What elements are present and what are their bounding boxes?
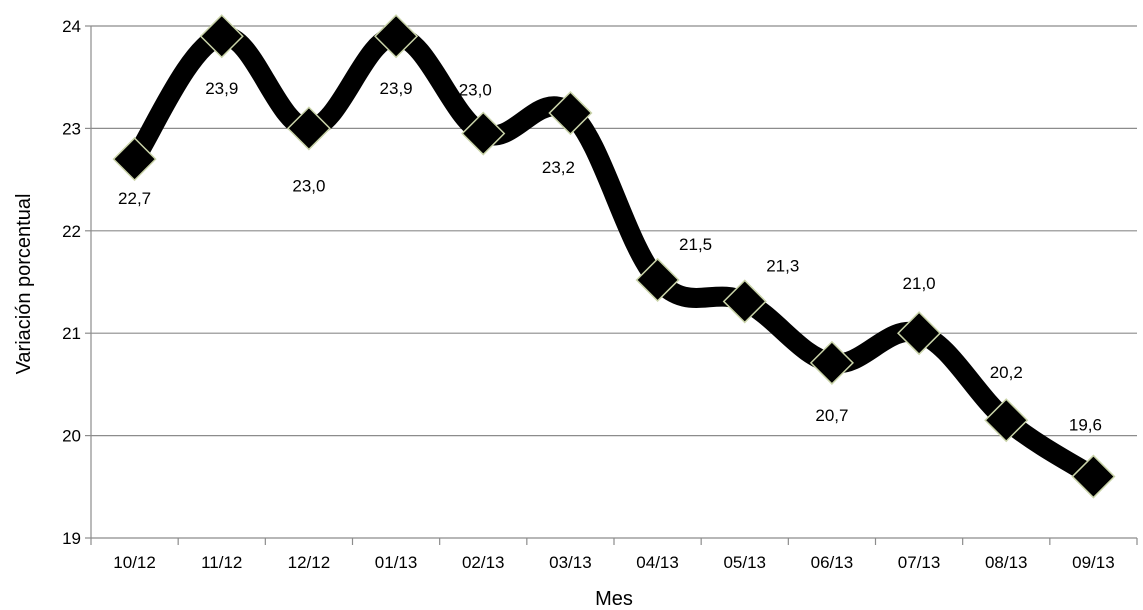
data-label: 21,3 [766, 256, 799, 275]
y-tick-label: 20 [62, 427, 81, 446]
data-label: 21,5 [679, 235, 712, 254]
data-point-marker [809, 340, 854, 385]
axes [85, 25, 1138, 545]
data-label: 23,9 [380, 79, 413, 98]
data-label: 23,2 [542, 158, 575, 177]
data-label: 22,7 [118, 189, 151, 208]
y-tick-label: 21 [62, 324, 81, 343]
data-point-marker [461, 111, 506, 156]
data-point-marker [984, 398, 1029, 443]
y-tick-label: 24 [62, 17, 81, 36]
x-tick-label: 02/13 [462, 553, 505, 572]
x-tick-label: 10/12 [113, 553, 156, 572]
x-axis-tick-labels: 10/12 11/12 12/12 01/13 02/13 03/13 04/13 05/13… [113, 553, 1114, 572]
y-axis-tick-labels: 19 20 21 22 23 24 [62, 17, 81, 548]
data-label: 20,2 [990, 363, 1023, 382]
y-axis-title: Variación porcentual [13, 194, 35, 375]
x-tick-label: 08/13 [985, 553, 1028, 572]
data-markers [112, 14, 1116, 499]
y-tick-label: 22 [62, 222, 81, 241]
x-tick-label: 11/12 [201, 553, 242, 572]
x-axis-title: Mes [595, 588, 633, 610]
data-point-marker [548, 90, 593, 136]
series-path [124, 26, 1104, 487]
data-point-marker [1071, 454, 1116, 499]
x-tick-label: 04/13 [636, 553, 679, 572]
data-label: 19,6 [1069, 416, 1102, 435]
data-point-marker [286, 106, 331, 151]
y-tick-label: 23 [62, 119, 81, 138]
data-label: 21,0 [903, 274, 936, 293]
data-point-marker [635, 257, 680, 303]
data-point-marker [897, 311, 942, 356]
data-label: 23,0 [459, 81, 492, 100]
data-label: 23,9 [205, 79, 238, 98]
gridlines [91, 25, 1137, 437]
series-line [124, 26, 1104, 487]
x-tick-label: 05/13 [723, 553, 766, 572]
x-tick-label: 07/13 [898, 553, 941, 572]
y-tick-label: 19 [62, 529, 81, 548]
data-label: 20,7 [815, 406, 848, 425]
data-point-marker [112, 137, 157, 182]
x-tick-label: 12/12 [288, 553, 331, 572]
data-labels: 22,7 23,9 23,0 23,9 23,0 23,2 21,5 21,3 20,7 21,0… [118, 79, 1102, 434]
data-point-marker [374, 14, 419, 59]
data-point-marker [722, 279, 767, 324]
data-label: 23,0 [292, 176, 325, 195]
data-point-marker [199, 14, 244, 59]
x-tick-label: 01/13 [375, 553, 418, 572]
x-tick-label: 03/13 [549, 553, 592, 572]
x-tick-label: 06/13 [811, 553, 854, 572]
x-tick-label: 09/13 [1072, 553, 1115, 572]
